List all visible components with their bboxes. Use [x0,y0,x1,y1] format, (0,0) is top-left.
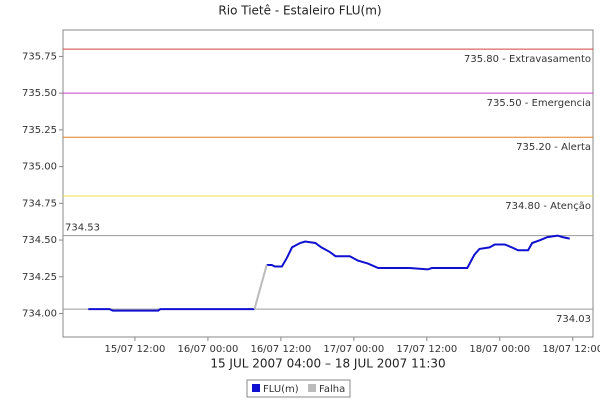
y-tick-label: 735.25 [22,125,57,136]
y-tick-label: 734.75 [22,198,57,209]
series-line [88,234,570,312]
x-tick-label: 17/07 12:00 [396,344,457,355]
reference-label: 735.80 - Extravasamento [464,54,591,65]
x-tick-label: 18/07 12:00 [542,344,600,355]
x-tick-label: 16/07 12:00 [250,344,311,355]
y-tick-label: 734.50 [22,235,57,246]
reference-label: 734.53 [65,223,100,234]
x-tick-label: 17/07 00:00 [323,344,384,355]
y-tick-label: 734.25 [22,272,57,283]
reference-label: 734.03 [556,314,591,325]
series-line [253,264,268,310]
legend-swatch [308,384,316,392]
chart-title: Rio Tietê - Estaleiro FLU(m) [218,4,381,18]
plot-area [62,29,594,338]
y-tick-label: 735.50 [22,88,57,99]
x-tick-label: 18/07 00:00 [469,344,530,355]
reference-label: 734.80 - Atenção [505,201,591,212]
y-tick-label: 735.75 [22,51,57,62]
y-tick-label: 735.00 [22,162,57,173]
legend-label: Falha [319,384,345,395]
reference-label: 735.50 - Emergencia [487,98,591,109]
reference-label: 735.20 - Alerta [516,142,591,153]
legend-label: FLU(m) [263,384,299,395]
x-axis-label: 15 JUL 2007 04:00 – 18 JUL 2007 11:30 [210,357,445,371]
legend [246,379,351,398]
x-tick-label: 15/07 12:00 [105,344,166,355]
x-tick-label: 16/07 00:00 [177,344,238,355]
legend-swatch [252,384,260,392]
y-tick-label: 734.00 [22,308,57,319]
